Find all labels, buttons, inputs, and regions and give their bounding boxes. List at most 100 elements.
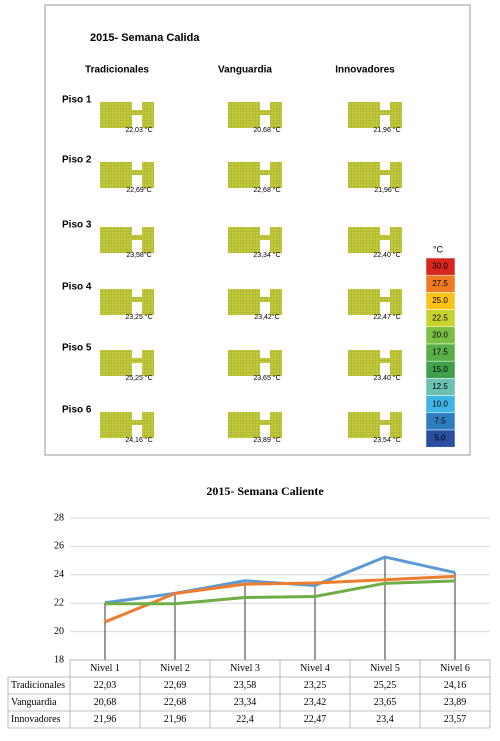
x-tick-label: Nivel 3 <box>230 663 260 674</box>
panel-title: 2015- Semana Calida <box>90 32 200 44</box>
temperature-label: 23,34 °C <box>253 251 280 259</box>
temperature-label: 24,16 °C <box>125 436 152 444</box>
table-row-label: Innovadores <box>11 714 61 725</box>
floor-plan <box>132 110 142 115</box>
series-line <box>104 574 456 624</box>
table-value: 22,47 <box>304 714 327 725</box>
floor-plan <box>100 102 132 128</box>
x-tick-label: Nivel 5 <box>370 663 400 674</box>
temperature-label: 22,47 °C <box>373 313 400 321</box>
floor-plan <box>380 235 390 240</box>
floor-plan <box>132 420 142 425</box>
floor-plan <box>142 289 154 315</box>
floor-plan <box>390 227 402 253</box>
floor-plan <box>100 350 132 376</box>
temperature-label: 23,58°C <box>126 251 151 259</box>
scale-label: 5.0 <box>434 434 446 443</box>
floor-plan <box>380 110 390 115</box>
column-header: Tradicionales <box>85 65 149 76</box>
floor-plan <box>228 289 260 315</box>
floor-plan <box>132 170 142 175</box>
floor-plan <box>390 412 402 438</box>
floor-plan <box>270 102 282 128</box>
scale-label: 15.0 <box>432 365 448 374</box>
table-value: 25,25 <box>374 680 397 691</box>
series-line <box>105 579 456 606</box>
panel-frame <box>44 4 471 456</box>
floor-plan <box>348 350 380 376</box>
table-value: 22,03 <box>94 680 117 691</box>
floor-plan <box>260 358 270 363</box>
x-tick-label: Nivel 4 <box>300 663 330 674</box>
table-value: 23,34 <box>234 697 257 708</box>
floor-plan <box>228 412 260 438</box>
y-tick-label: 18 <box>54 654 64 665</box>
floor-plan <box>270 289 282 315</box>
floor-plan <box>348 162 380 188</box>
floor-plan <box>260 420 270 425</box>
row-label: Piso 1 <box>62 95 92 106</box>
table-row-label: Vanguardia <box>11 697 57 708</box>
scale-label: 30.0 <box>432 262 448 271</box>
floor-plan <box>260 235 270 240</box>
floor-plan <box>390 102 402 128</box>
scale-label: 7.5 <box>434 417 446 426</box>
y-tick-label: 24 <box>54 569 64 580</box>
x-tick-label: Nivel 6 <box>440 663 470 674</box>
temperature-label: 23,89 °C <box>253 436 280 444</box>
row-label: Piso 5 <box>62 343 92 354</box>
table-value: 23,89 <box>444 697 467 708</box>
floor-plan <box>270 412 282 438</box>
y-tick-label: 26 <box>54 541 64 552</box>
y-tick-label: 20 <box>54 626 64 637</box>
temperature-label: 22,69°C <box>126 186 151 194</box>
temperature-label: 21,96°C <box>374 186 399 194</box>
table-value: 22,4 <box>236 714 254 725</box>
temperature-label: 20,68 °C <box>253 126 280 134</box>
floor-plan <box>100 162 132 188</box>
floor-plan <box>260 170 270 175</box>
row-label: Piso 4 <box>62 282 92 293</box>
scale-label: 12.5 <box>432 382 448 391</box>
column-header: Innovadores <box>335 65 395 76</box>
y-tick-label: 22 <box>54 597 64 608</box>
temperature-label: 22,68 °C <box>253 186 280 194</box>
scale-label: 17.5 <box>432 348 448 357</box>
table-value: 22,69 <box>164 680 187 691</box>
floor-plan <box>228 102 260 128</box>
floor-plan <box>260 110 270 115</box>
floor-plan <box>390 350 402 376</box>
floor-plan <box>380 420 390 425</box>
table-value: 23,42 <box>304 697 327 708</box>
floor-plan <box>228 227 260 253</box>
floor-plan <box>348 227 380 253</box>
table-value: 21,96 <box>94 714 117 725</box>
table-value: 23,57 <box>444 714 467 725</box>
temperature-label: 22,03 °C <box>125 126 152 134</box>
table-value: 23,4 <box>376 714 394 725</box>
floor-plan <box>100 289 132 315</box>
floor-plan <box>380 170 390 175</box>
temperature-label: 22,40 °C <box>373 251 400 259</box>
table-value: 23,58 <box>234 680 257 691</box>
floor-plan <box>390 289 402 315</box>
scale-unit: °C <box>433 244 444 254</box>
floor-plan <box>142 162 154 188</box>
column-header: Vanguardia <box>218 65 272 76</box>
temperature-label: 23,54 °C <box>373 436 400 444</box>
floor-plan <box>228 350 260 376</box>
floor-plan <box>348 289 380 315</box>
temperature-label: 23,25 °C <box>125 313 152 321</box>
floor-plan <box>348 102 380 128</box>
scale-swatch <box>425 429 456 448</box>
scale-label: 22.5 <box>432 313 448 322</box>
floor-plan <box>228 162 260 188</box>
table-value: 24,16 <box>444 680 467 691</box>
floor-plan <box>142 102 154 128</box>
floor-plan <box>380 358 390 363</box>
floor-plan <box>390 162 402 188</box>
floor-plan <box>260 297 270 302</box>
x-tick-label: Nivel 1 <box>90 663 120 674</box>
floor-plan <box>270 162 282 188</box>
